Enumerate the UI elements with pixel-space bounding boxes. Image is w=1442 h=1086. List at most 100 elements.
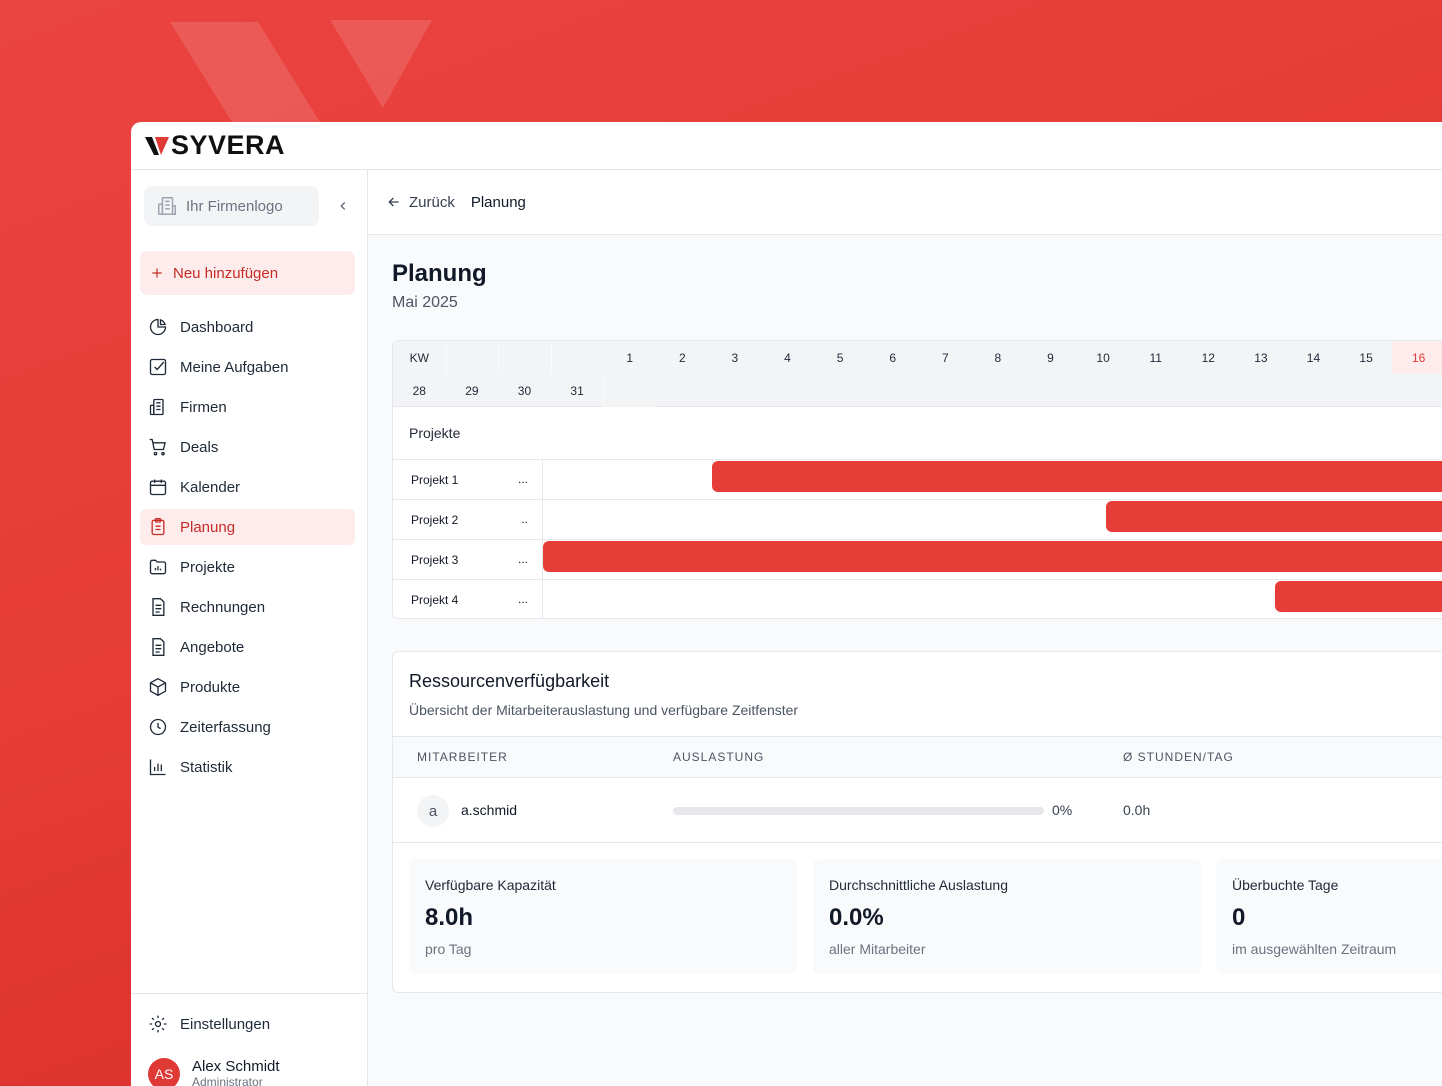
day-cell[interactable]: 10	[1096, 350, 1110, 365]
stat-label: Durchschnittliche Auslastung	[829, 877, 1008, 893]
day-cell[interactable]: 29	[465, 383, 479, 398]
sidebar-item-einstellungen[interactable]: Einstellungen	[148, 1006, 270, 1042]
day-cell[interactable]: 8	[994, 350, 1002, 365]
gantt-chart: KW 1 2 3 4 5 6 7 8 9 10 11 12 13 14 15 16 28 29 30 31 Projek…	[392, 340, 1442, 619]
day-cell-empty	[445, 341, 499, 374]
sidebar-item-meine-aufgaben[interactable]: Meine Aufgaben	[140, 349, 355, 385]
user-role: Administrator	[192, 1075, 263, 1086]
stat-sub: im ausgewählten Zeitraum	[1232, 941, 1397, 957]
sidebar-item-produkte[interactable]: Produkte	[140, 669, 355, 705]
cart-icon	[149, 438, 166, 456]
project-menu-button[interactable]: ..	[521, 512, 528, 526]
day-cell[interactable]: 5	[836, 350, 844, 365]
brand-logo[interactable]: SYVERA	[145, 130, 285, 161]
sidebar-item-deals[interactable]: Deals	[140, 429, 355, 465]
company-logo-placeholder[interactable]: Ihr Firmenlogo	[144, 186, 319, 226]
day-cell[interactable]: 28	[412, 383, 426, 398]
day-cell[interactable]: 15	[1359, 350, 1373, 365]
day-cell[interactable]: 16	[1392, 341, 1442, 374]
project-bar[interactable]	[1106, 501, 1442, 532]
sidebar-nav: Dashboard Meine Aufgaben Firmen Deals Ka…	[140, 309, 355, 789]
utilization-bar	[673, 807, 1044, 815]
project-bar[interactable]	[1274, 581, 1442, 612]
sidebar-item-label: Statistik	[180, 758, 233, 776]
app-window: SYVERA Ihr Firmenlogo Neu hinzufügen Das…	[131, 122, 1442, 1086]
back-link[interactable]: Zurück	[386, 194, 455, 211]
stat-label: Verfügbare Kapazität	[425, 877, 556, 893]
add-new-button[interactable]: Neu hinzufügen	[140, 251, 355, 295]
sidebar-item-statistik[interactable]: Statistik	[140, 749, 355, 785]
utilization-percent: 0%	[1052, 802, 1073, 818]
project-row[interactable]: Projekt 3...	[393, 539, 1442, 579]
brand-name: SYVERA	[171, 130, 286, 160]
employee-name: a.schmid	[461, 802, 518, 818]
project-bar[interactable]	[711, 461, 1442, 492]
day-cell[interactable]: 7	[941, 350, 949, 365]
stat-value: 0.0%	[829, 904, 884, 931]
sidebar-item-angebote[interactable]: Angebote	[140, 629, 355, 665]
back-label: Zurück	[409, 193, 455, 211]
day-cell[interactable]: 3	[731, 350, 739, 365]
sidebar-item-rechnungen[interactable]: Rechnungen	[140, 589, 355, 625]
project-menu-button[interactable]: ...	[517, 552, 528, 566]
project-bar[interactable]	[543, 541, 1442, 572]
document-icon	[152, 598, 165, 616]
project-row[interactable]: Projekt 1...	[393, 459, 1442, 499]
day-cell[interactable]: 14	[1306, 350, 1321, 365]
project-menu-button[interactable]: ...	[517, 592, 528, 606]
project-name: Projekt 4...	[393, 580, 543, 618]
clock-icon	[149, 718, 167, 736]
clipboard-icon	[151, 518, 165, 536]
day-cell[interactable]: 12	[1201, 350, 1215, 365]
sidebar-item-firmen[interactable]: Firmen	[140, 389, 355, 425]
day-cell[interactable]: 13	[1254, 350, 1268, 365]
column-header-hours[interactable]: Ø STUNDEN/TAG	[1123, 750, 1234, 764]
sidebar-item-label: Deals	[180, 438, 219, 456]
sidebar: Ihr Firmenlogo Neu hinzufügen Dashboard …	[131, 170, 368, 1086]
day-cell-empty	[550, 341, 604, 374]
project-name: Projekt 2..	[393, 500, 543, 539]
projects-header: Projekte	[409, 425, 461, 441]
avatar: AS	[148, 1058, 180, 1086]
project-row[interactable]: Projekt 4...	[393, 579, 1442, 618]
breadcrumb-current: Planung	[470, 193, 526, 211]
day-cell[interactable]: 9	[1047, 350, 1054, 365]
day-header: KW 1 2 3 4 5 6 7 8 9 10 11 12 13 14 15 16 28 29 30 31	[393, 341, 1442, 407]
day-cell[interactable]: 2	[678, 350, 686, 365]
sidebar-item-label: Projekte	[180, 558, 236, 576]
collapse-sidebar-button[interactable]	[333, 196, 353, 216]
project-row[interactable]: Projekt 2..	[393, 499, 1442, 539]
table-header: MITARBEITER AUSLASTUNG Ø STUNDEN/TAG	[393, 736, 1442, 778]
user-profile[interactable]: AS Alex Schmidt Administrator	[148, 1058, 280, 1086]
sidebar-item-zeiterfassung[interactable]: Zeiterfassung	[140, 709, 355, 745]
day-cell[interactable]: 30	[517, 383, 532, 398]
sidebar-item-projekte[interactable]: Projekte	[140, 549, 355, 585]
column-header-utilization[interactable]: AUSLASTUNG	[673, 750, 765, 764]
resource-subtitle: Übersicht der Mitarbeiterauslastung und …	[409, 702, 799, 718]
building-icon	[149, 398, 164, 416]
arrow-left-icon	[388, 197, 399, 207]
sidebar-item-label: Zeiterfassung	[180, 718, 271, 736]
day-cell[interactable]: 1	[626, 350, 634, 365]
pie-chart-icon	[149, 318, 167, 336]
chevron-left-icon	[340, 202, 346, 210]
sidebar-item-label: Firmen	[180, 398, 227, 416]
sidebar-item-dashboard[interactable]: Dashboard	[140, 309, 355, 345]
table-row[interactable]: a a.schmid 0% 0.0h	[393, 778, 1442, 843]
background-decoration	[170, 20, 432, 122]
stat-value: 0	[1232, 904, 1246, 931]
breadcrumb: Zurück Planung	[368, 170, 1442, 235]
day-cell[interactable]: 11	[1149, 350, 1162, 365]
logo-mark-icon	[145, 136, 169, 155]
kw-label: KW	[409, 350, 429, 365]
project-menu-button[interactable]: ...	[517, 472, 528, 486]
sidebar-item-label: Planung	[180, 518, 236, 536]
day-cell[interactable]: 6	[889, 350, 897, 365]
building-icon	[158, 197, 176, 215]
sidebar-item-kalender[interactable]: Kalender	[140, 469, 355, 505]
sidebar-item-planung[interactable]: Planung	[140, 509, 355, 545]
column-header-employee[interactable]: MITARBEITER	[417, 750, 508, 764]
day-cell[interactable]: 31	[570, 383, 584, 398]
sidebar-item-label: Kalender	[180, 478, 241, 496]
day-cell[interactable]: 4	[784, 350, 791, 365]
